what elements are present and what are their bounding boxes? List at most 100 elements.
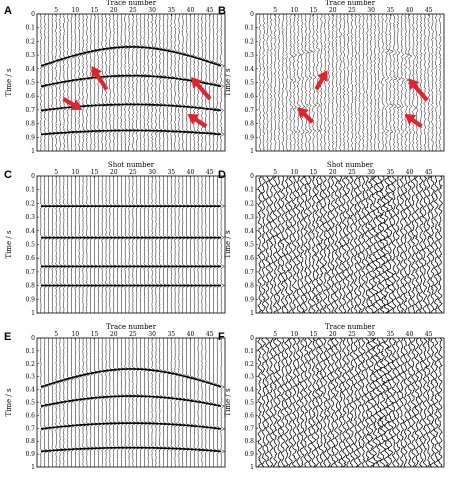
trace-wiggle: [331, 13, 335, 152]
trace-wiggle: [369, 13, 373, 152]
trace-wiggle: [132, 175, 137, 314]
reflection-event: [40, 395, 222, 407]
trace-wiggle: [364, 175, 370, 314]
panel-label: D: [218, 169, 226, 181]
y-tick-label: 1: [31, 310, 35, 317]
trace-wiggle: [112, 175, 118, 314]
trace-wiggle: [154, 13, 161, 152]
y-tick-label: 0.8: [25, 283, 35, 290]
trace-wiggle: [155, 337, 160, 468]
trace-wiggle: [66, 13, 72, 152]
trace-wiggle: [418, 175, 424, 314]
plot-frame: [255, 175, 445, 314]
trace-wiggle: [262, 13, 265, 152]
y-tick-label: 1: [31, 148, 35, 155]
trace-wiggle: [289, 13, 294, 152]
y-tick-label: 0.8: [25, 438, 35, 445]
trace-wiggle: [43, 175, 49, 314]
trace-wiggle: [178, 337, 183, 468]
trace-wiggle: [151, 337, 156, 468]
trace-wiggle: [318, 337, 324, 468]
red-arrow: [91, 66, 109, 91]
trace-wiggle: [280, 337, 286, 468]
trace-wiggle: [335, 13, 338, 152]
x-tick-label: 5: [54, 331, 58, 338]
y-tick-label: 0.6: [244, 255, 254, 262]
panel-d: D Shot number Time / s 5 10 15 20 25 30 35 40 45 0 0.…: [218, 161, 445, 317]
y-tick-label: 0.3: [244, 52, 254, 59]
trace-wiggle: [346, 13, 350, 152]
trace-wiggle: [406, 337, 413, 468]
x-tick-label: 35: [167, 169, 175, 176]
trace-wiggle: [170, 13, 176, 152]
reflection-event: [40, 46, 222, 67]
trace-wiggle: [366, 13, 369, 152]
trace-wiggle: [391, 337, 397, 468]
trace-wiggle: [350, 13, 354, 152]
y-tick-label: 0.1: [244, 187, 254, 194]
reflection-event: [40, 446, 222, 453]
x-tick-label: 30: [367, 169, 375, 176]
trace-wiggle: [303, 175, 309, 314]
trace-wiggle: [284, 337, 290, 468]
reflection-event: [40, 74, 222, 88]
x-tick-label: 35: [386, 331, 394, 338]
trace-wiggle: [377, 13, 381, 152]
trace-wiggle: [356, 337, 363, 468]
trace-wiggle: [181, 175, 187, 314]
trace-wiggle: [419, 13, 423, 152]
trace-wiggle: [437, 337, 443, 468]
trace-wiggle: [314, 175, 321, 314]
trace-wiggle: [300, 13, 306, 152]
trace-wiggle: [124, 175, 129, 314]
seismic-traces: [40, 175, 225, 314]
x-tick-label: 45: [425, 7, 433, 14]
y-tick-label: 0.7: [25, 107, 35, 114]
trace-wiggle: [74, 337, 79, 468]
trace-wiggle: [193, 175, 199, 314]
trace-wiggle: [40, 337, 45, 468]
trace-wiggle: [371, 175, 379, 314]
trace-wiggle: [143, 13, 149, 152]
trace-wiggle: [307, 337, 313, 468]
x-tick-label: 5: [54, 169, 58, 176]
trace-wiggle: [70, 175, 76, 314]
trace-wiggle: [158, 13, 164, 152]
x-tick-label: 10: [291, 169, 299, 176]
trace-wiggle: [89, 13, 95, 152]
trace-wiggle: [268, 337, 275, 468]
x-tick-label: 10: [291, 7, 299, 14]
trace-wiggle: [334, 337, 340, 468]
trace-wiggle: [193, 337, 199, 468]
y-tick-label: 0.5: [244, 80, 254, 87]
x-axis-title: Trace number: [325, 0, 376, 7]
trace-wiggle: [396, 13, 402, 152]
trace-wiggle: [162, 175, 168, 314]
x-tick-label: 15: [91, 7, 99, 14]
trace-wiggle: [337, 337, 343, 468]
y-tick-label: 1: [250, 148, 254, 155]
trace-wiggle: [399, 337, 405, 468]
x-tick-label: 10: [72, 7, 80, 14]
trace-wiggle: [414, 337, 420, 468]
trace-wiggle: [105, 337, 110, 468]
trace-wiggle: [120, 337, 126, 468]
trace-wiggle: [166, 13, 172, 152]
trace-wiggle: [410, 175, 417, 314]
trace-wiggle: [315, 337, 321, 468]
x-tick-label: 40: [187, 169, 195, 176]
y-axis-title: Time / s: [5, 388, 13, 416]
trace-wiggle: [318, 175, 324, 314]
trace-wiggle: [78, 13, 84, 152]
trace-wiggle: [341, 175, 348, 314]
trace-wiggle: [55, 175, 60, 314]
trace-wiggle: [322, 175, 328, 314]
trace-wiggle: [367, 337, 375, 468]
trace-wiggle: [78, 175, 83, 314]
x-axis-title: Shot number: [108, 161, 155, 169]
y-tick-label: 0.5: [25, 80, 35, 87]
x-tick-label: 45: [425, 331, 433, 338]
x-tick-label: 45: [206, 331, 214, 338]
trace-wiggle: [62, 13, 68, 152]
trace-wiggle: [40, 175, 45, 314]
